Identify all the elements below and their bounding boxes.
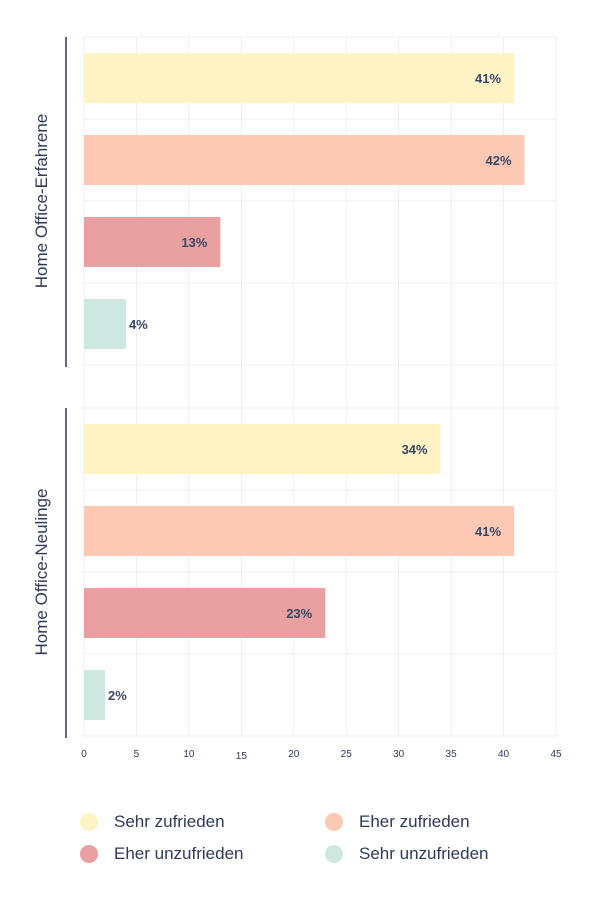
data-label: 41% [475,71,501,86]
legend-label: Sehr unzufrieden [359,844,489,863]
bar [84,588,326,638]
data-label: 4% [129,317,148,332]
legend-swatch [80,845,98,863]
bar [84,53,515,103]
bar [84,135,525,185]
bar [84,670,105,720]
legend-swatch [80,813,98,831]
bar [84,299,126,349]
legend-sehr-zufrieden: Sehr zufrieden [80,812,225,832]
legend-sehr-unzufrieden: Sehr unzufrieden [325,844,488,864]
x-tick-label: 45 [550,749,562,760]
legend-label: Eher unzufrieden [114,844,244,863]
bar [84,424,441,474]
x-tick-label: 40 [498,749,510,760]
x-tick-label: 15 [236,751,248,762]
group-label-erfahrene: Home Office-Erfahrene [32,114,51,288]
data-label: 13% [181,235,207,250]
x-tick-label: 10 [183,749,195,760]
data-label: 42% [486,153,512,168]
legend-eher-unzufrieden: Eher unzufrieden [80,844,243,864]
x-tick-label: 25 [341,749,353,760]
legend-label: Eher zufrieden [359,812,470,831]
legend-swatch [325,845,343,863]
x-tick-label: 35 [446,749,458,760]
bar [84,506,515,556]
legend-eher-zufrieden: Eher zufrieden [325,812,470,832]
data-label: 23% [286,606,312,621]
bar [84,217,221,267]
data-label: 41% [475,524,501,539]
data-label: 34% [402,442,428,457]
x-tick-label: 20 [288,749,300,760]
x-tick-label: 30 [393,749,405,760]
x-tick-label: 0 [81,749,87,760]
group-label-neulinge: Home Office-Neulinge [32,489,51,656]
x-tick-label: 5 [134,749,140,760]
legend-label: Sehr zufrieden [114,812,225,831]
bar-chart: Home Office-Erfahrene 41% 42% 13% 4% Home Off… [32,36,562,762]
data-label: 2% [108,688,127,703]
legend-swatch [325,813,343,831]
